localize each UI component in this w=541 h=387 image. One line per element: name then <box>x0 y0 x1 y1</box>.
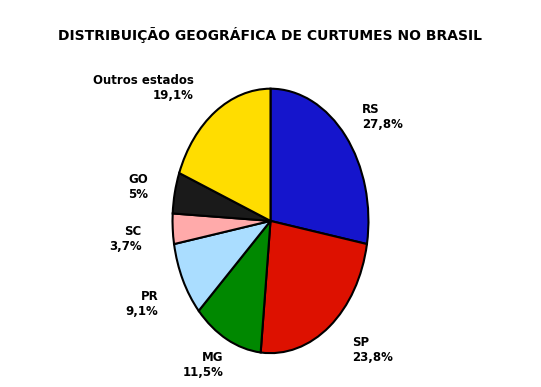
Wedge shape <box>173 214 270 244</box>
Wedge shape <box>173 173 270 221</box>
Text: SC
3,7%: SC 3,7% <box>109 225 141 253</box>
Text: GO
5%: GO 5% <box>128 173 148 201</box>
Text: DISTRIBUIÇÃO GEOGRÁFICA DE CURTUMES NO BRASIL: DISTRIBUIÇÃO GEOGRÁFICA DE CURTUMES NO B… <box>58 27 483 43</box>
Wedge shape <box>199 221 270 353</box>
Text: SP
23,8%: SP 23,8% <box>352 336 393 364</box>
Text: PR
9,1%: PR 9,1% <box>126 290 159 319</box>
Text: MG
11,5%: MG 11,5% <box>182 351 223 379</box>
Text: Outros estados
19,1%: Outros estados 19,1% <box>93 74 194 102</box>
Wedge shape <box>270 89 368 244</box>
Text: RS
27,8%: RS 27,8% <box>362 103 403 131</box>
Wedge shape <box>179 89 270 221</box>
Wedge shape <box>174 221 270 311</box>
Wedge shape <box>261 221 367 353</box>
